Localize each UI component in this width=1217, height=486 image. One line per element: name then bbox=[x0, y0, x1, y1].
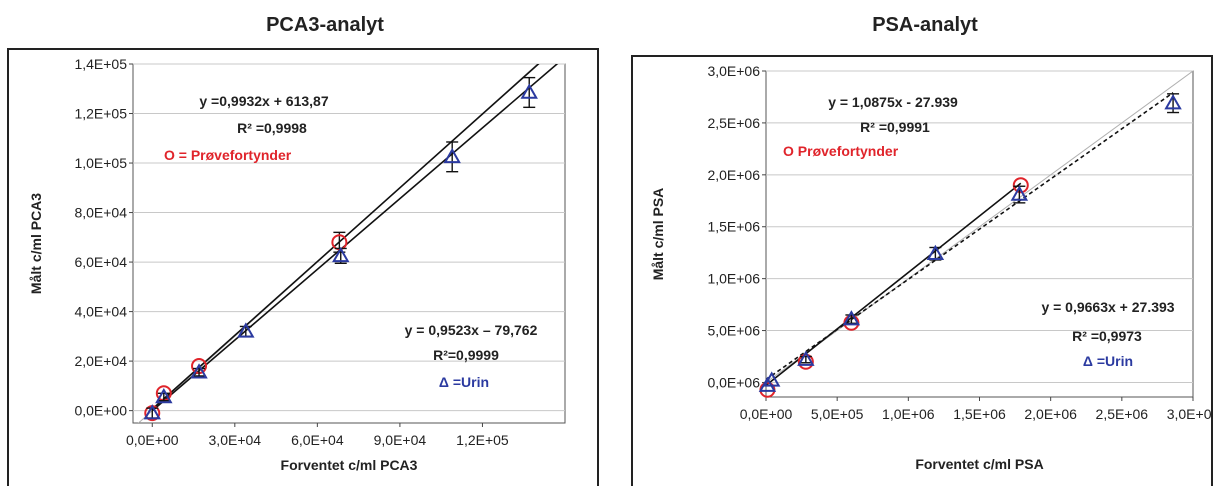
chart-panel-psa: 0,0E+06 5,0E+06 1,0E+06 1,5E+06 2,0E+06 2,5E+… bbox=[631, 55, 1213, 486]
data-point-triangle bbox=[237, 322, 255, 338]
x-tick-label: 1,2E+05 bbox=[456, 432, 509, 448]
plot-lines bbox=[766, 71, 1193, 386]
y-tick-label: 8,0E+04 bbox=[74, 205, 127, 221]
y-tick-label: 0,0E+00 bbox=[74, 403, 127, 419]
x-tick-label: 9,0E+04 bbox=[374, 432, 427, 448]
x-tick-label: 5,0E+05 bbox=[811, 406, 864, 422]
chart-svg-psa: 0,0E+06 5,0E+06 1,0E+06 1,5E+06 2,0E+06 2,5E+… bbox=[650, 63, 1211, 472]
x-tick-label: 1,5E+06 bbox=[953, 406, 1006, 422]
x-tick-label: 0,0E+00 bbox=[126, 432, 179, 448]
regression-line-diluent bbox=[766, 182, 1022, 386]
x-tick-label: 0,0E+00 bbox=[740, 406, 793, 422]
data-point-triangle bbox=[762, 371, 781, 387]
r2-urine: R²=0,9999 bbox=[433, 347, 499, 363]
equation-urine: y = 0,9523x – 79,762 bbox=[405, 322, 538, 338]
data-point-triangle bbox=[143, 404, 161, 420]
data-point-triangle bbox=[1010, 185, 1029, 201]
data-point-circle bbox=[1012, 177, 1029, 194]
x-tick-label: 3,0E+04 bbox=[209, 432, 262, 448]
equation-diluent: y = 1,0875x - 27.939 bbox=[828, 94, 958, 110]
plot-area bbox=[765, 70, 1194, 398]
chart-panel-pca3: 0,0E+00 2,0E+04 4,0E+04 6,0E+04 8,0E+04 1,0E+… bbox=[7, 48, 599, 486]
data-point-circle bbox=[331, 234, 348, 251]
regression-line-urine bbox=[151, 64, 559, 412]
y-tick-label: 1,2E+05 bbox=[74, 106, 127, 122]
equation-diluent: y =0,9932x + 613,87 bbox=[199, 93, 328, 109]
r2-diluent: R² =0,9991 bbox=[860, 119, 930, 135]
y-tick-label: 2,0E+06 bbox=[707, 167, 760, 183]
y-tick-label: 2,0E+04 bbox=[74, 353, 127, 369]
y-tick-label: 1,0E+05 bbox=[74, 155, 127, 171]
y-tick-label: 2,5E+06 bbox=[707, 115, 760, 131]
y-tick-label: 0,0E+06 bbox=[707, 374, 760, 390]
x-tick-label: 6,0E+04 bbox=[291, 432, 344, 448]
x-tick-label: 2,5E+06 bbox=[1096, 406, 1149, 422]
data-point-triangle bbox=[155, 387, 173, 404]
data-point-triangle bbox=[926, 244, 945, 260]
y-tick-label: 5,0E+06 bbox=[707, 323, 760, 339]
y-tick-label: 4,0E+04 bbox=[74, 304, 127, 320]
legend-urine: Δ =Urin bbox=[1083, 353, 1133, 369]
data-point-triangle bbox=[797, 350, 815, 366]
r2-urine: R² =0,9973 bbox=[1072, 328, 1142, 344]
identity-line bbox=[766, 71, 1193, 383]
data-point-triangle bbox=[332, 246, 350, 263]
legend-urine: Δ =Urin bbox=[439, 374, 489, 390]
data-point-triangle bbox=[190, 363, 208, 379]
y-tick-label: 1,0E+06 bbox=[707, 271, 760, 287]
y-axis-label: Målt c/ml PCA3 bbox=[28, 193, 44, 294]
y-tick-label: 1,4E+05 bbox=[74, 56, 127, 72]
chart-svg-pca3: 0,0E+00 2,0E+04 4,0E+04 6,0E+04 8,0E+04 1,0E+… bbox=[28, 56, 566, 473]
legend-diluent: O Prøvefortynder bbox=[783, 143, 899, 159]
equation-urine: y = 0,9663x + 27.393 bbox=[1041, 299, 1174, 315]
y-tick-label: 3,0E+06 bbox=[707, 63, 760, 79]
chart-title-psa: PSA-analyt bbox=[872, 14, 978, 36]
y-tick-label: 6,0E+04 bbox=[74, 254, 127, 270]
chart-title-pca3: PCA3-analyt bbox=[266, 14, 384, 36]
data-point-triangle bbox=[443, 147, 461, 164]
regression-line-urine bbox=[766, 92, 1174, 381]
data-point-triangle bbox=[1164, 94, 1182, 110]
x-tick-label: 2,0E+06 bbox=[1024, 406, 1077, 422]
regression-line-diluent bbox=[151, 64, 540, 410]
data-point-triangle bbox=[520, 83, 538, 99]
x-tick-label: 1,0E+06 bbox=[882, 406, 935, 422]
y-axis-label: Målt c/ml PSA bbox=[650, 188, 666, 281]
data-point-triangle bbox=[842, 310, 861, 326]
r2-diluent: R² =0,9998 bbox=[237, 120, 307, 136]
x-tick-label: 3,0E+06 bbox=[1167, 406, 1211, 422]
data-point-circle bbox=[797, 353, 814, 370]
y-tick-label: 1,5E+06 bbox=[707, 219, 760, 235]
x-axis-label: Forventet c/ml PCA3 bbox=[281, 457, 418, 473]
legend-diluent: O = Prøvefortynder bbox=[164, 147, 292, 163]
x-axis-label: Forventet c/ml PSA bbox=[915, 456, 1043, 472]
